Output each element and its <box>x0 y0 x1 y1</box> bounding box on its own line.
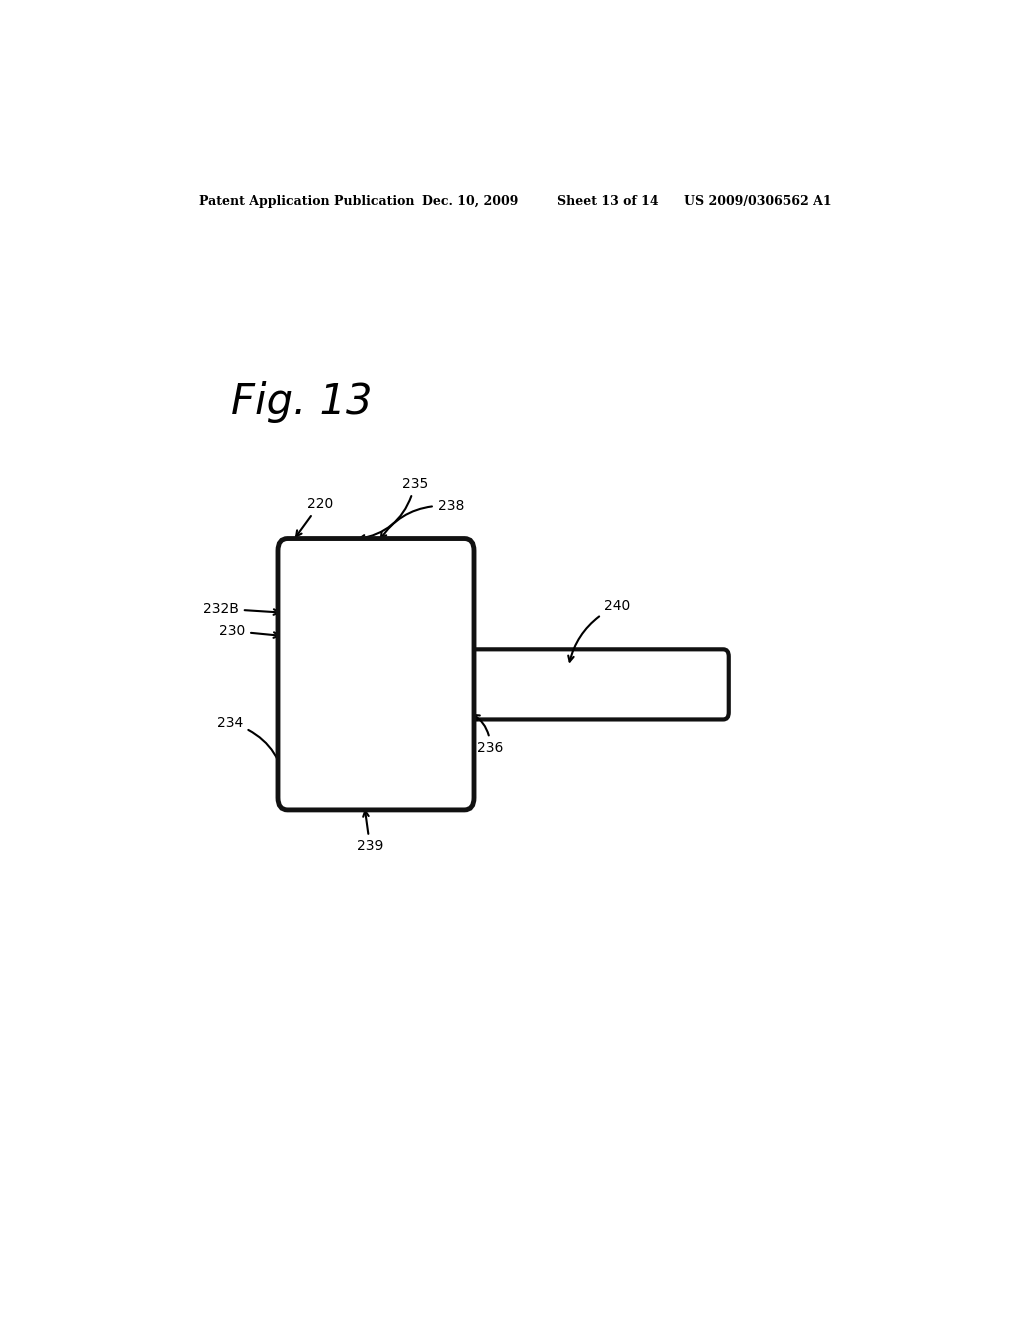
Text: 235: 235 <box>359 477 428 541</box>
Text: 236: 236 <box>474 715 504 755</box>
Text: Dec. 10, 2009: Dec. 10, 2009 <box>422 194 518 207</box>
Text: Fig. 13: Fig. 13 <box>231 381 373 424</box>
Bar <box>461 660 473 709</box>
Text: 230: 230 <box>219 624 280 638</box>
Text: 232B: 232B <box>203 602 280 615</box>
Text: 239: 239 <box>356 810 383 854</box>
FancyBboxPatch shape <box>460 649 729 719</box>
Text: 234: 234 <box>217 715 287 787</box>
FancyBboxPatch shape <box>278 539 474 810</box>
Text: Sheet 13 of 14: Sheet 13 of 14 <box>557 194 658 207</box>
Text: US 2009/0306562 A1: US 2009/0306562 A1 <box>684 194 831 207</box>
Text: 238: 238 <box>381 499 464 539</box>
Text: Patent Application Publication: Patent Application Publication <box>200 194 415 207</box>
Text: 220: 220 <box>296 496 333 536</box>
Text: 240: 240 <box>568 598 631 661</box>
